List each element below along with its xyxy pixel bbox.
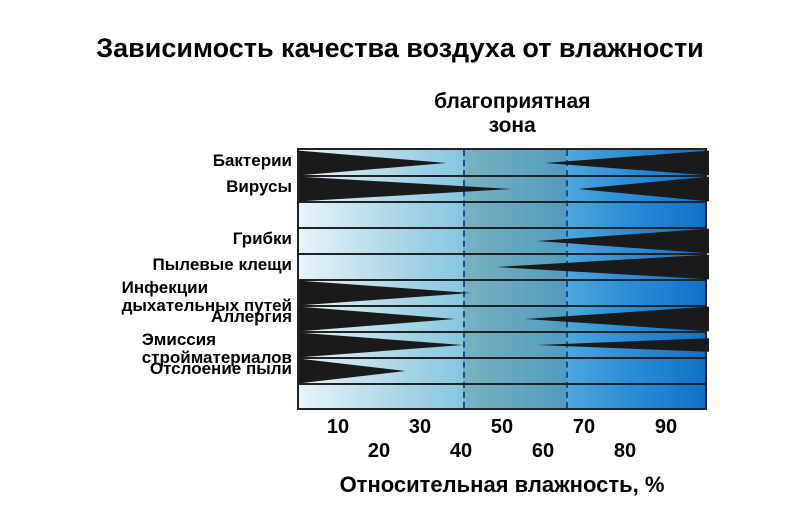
- wedge: [525, 306, 710, 332]
- xaxis-tick-label: 30: [409, 416, 431, 439]
- favorable-zone-label: благоприятная зона: [402, 90, 622, 138]
- xaxis-tick-label: 70: [573, 416, 595, 439]
- xaxis-tick-label: 60: [532, 440, 554, 463]
- humidity-chart: [297, 148, 707, 410]
- wedge: [299, 332, 463, 358]
- title-text: Зависимость качества воздуха от влажност…: [96, 33, 704, 63]
- wedge: [299, 150, 447, 176]
- row-label: Бактерии: [213, 152, 292, 170]
- wedge: [299, 280, 471, 306]
- zone-label-line2: зона: [489, 114, 536, 137]
- wedge: [537, 332, 709, 358]
- xaxis-title: Относительная влажность, %: [297, 472, 707, 498]
- page-title: Зависимость качества воздуха от влажност…: [0, 33, 800, 64]
- zone-label-line1: благоприятная: [434, 90, 590, 113]
- xaxis-tick-label: 90: [655, 416, 677, 439]
- row-label: Пылевые клещи: [153, 256, 292, 274]
- xaxis-tick-label: 80: [614, 440, 636, 463]
- wedge: [299, 358, 406, 384]
- xaxis-tick-label: 10: [327, 416, 349, 439]
- wedge: [299, 176, 512, 202]
- row-label: Аллергия: [211, 308, 292, 326]
- wedge: [545, 150, 709, 176]
- row-label: Грибки: [233, 230, 292, 248]
- wedge: [299, 306, 455, 332]
- xaxis-tick-label: 40: [450, 440, 472, 463]
- xaxis-tick-label: 20: [368, 440, 390, 463]
- xaxis-title-text: Относительная влажность, %: [340, 472, 665, 497]
- xaxis-tick-label: 50: [491, 416, 513, 439]
- wedge: [496, 254, 709, 280]
- row-labels-container: БактерииВирусыГрибкиПылевые клещиИнфекци…: [0, 148, 292, 410]
- wedge: [537, 228, 709, 254]
- row-label: Отслоение пыли: [150, 360, 292, 378]
- row-label: Вирусы: [226, 178, 292, 196]
- wedge: [578, 176, 709, 202]
